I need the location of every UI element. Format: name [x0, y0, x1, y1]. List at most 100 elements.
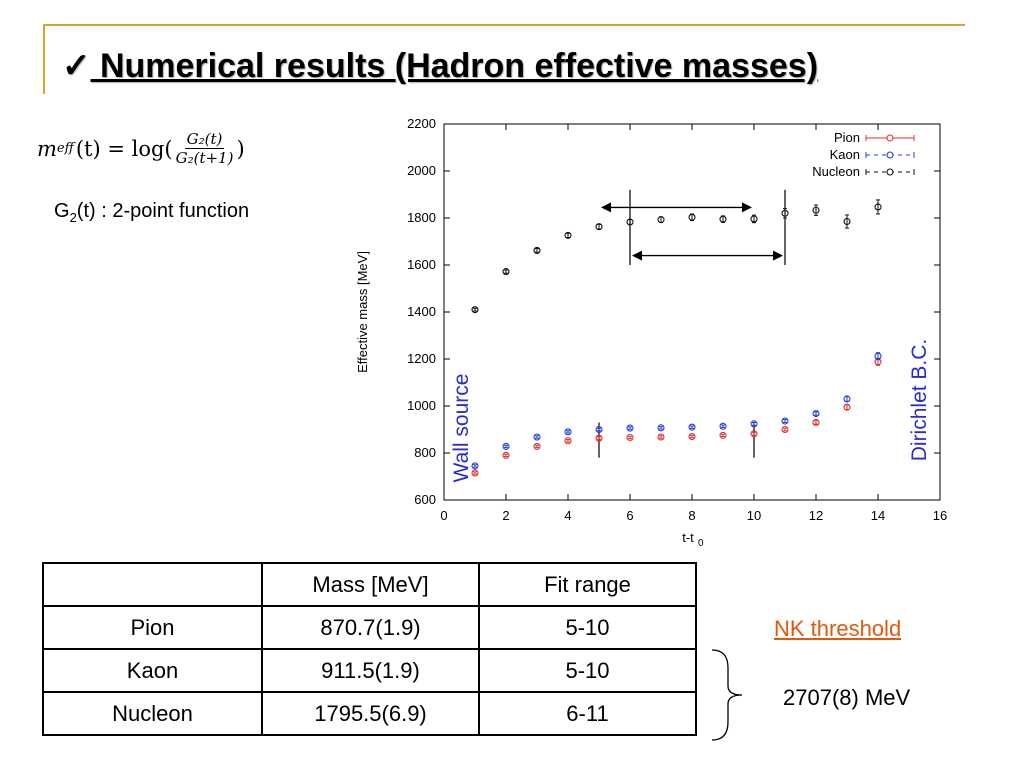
- data-point-kaon: [750, 420, 758, 428]
- y-tick-label: 1200: [407, 351, 436, 366]
- legend-marker: [886, 134, 894, 142]
- g2-prefix: G: [54, 200, 70, 222]
- data-point-nucleon: [688, 213, 696, 221]
- data-point-kaon: [626, 424, 634, 432]
- legend-marker: [886, 151, 894, 159]
- data-point-kaon: [812, 409, 820, 418]
- data-point-nucleon: [657, 216, 665, 224]
- data-point-pion: [564, 437, 572, 445]
- data-point-nucleon: [812, 206, 820, 214]
- data-point-nucleon: [719, 215, 727, 223]
- data-point-kaon: [843, 395, 851, 403]
- data-point-nucleon: [843, 217, 851, 226]
- data-point-kaon: [719, 422, 727, 430]
- g2-suffix: (t) : 2-point function: [76, 200, 250, 222]
- data-point-kaon: [657, 424, 665, 432]
- curly-brace-icon: [711, 649, 743, 741]
- data-point-kaon: [874, 352, 882, 360]
- fit-range-arrowhead: [742, 202, 752, 213]
- x-tick-label: 4: [564, 508, 571, 523]
- table-header-cell: [42, 562, 263, 607]
- formula-lhs-sub: eff: [56, 141, 74, 156]
- table-row: Kaon 911.5(1.9) 5-10: [42, 648, 697, 693]
- formula-fraction: G₂(t) G₂(t+1): [174, 130, 236, 167]
- fit-range-arrowhead: [601, 202, 611, 213]
- y-tick-label: 800: [414, 445, 436, 460]
- data-point-nucleon: [626, 218, 634, 226]
- table-cell: Nucleon: [42, 691, 263, 736]
- data-point-pion: [595, 434, 603, 442]
- x-tick-label: 12: [809, 508, 823, 523]
- x-axis-label: t-t: [682, 530, 694, 545]
- formula-denominator: G₂(t+1): [175, 149, 234, 167]
- slide-title: ✓ Numerical results (Hadron effective ma…: [62, 46, 818, 86]
- x-tick-label: 14: [871, 508, 885, 523]
- data-point-pion: [843, 403, 851, 411]
- formula-lhs: m: [37, 136, 57, 161]
- checkmark-icon: ✓: [62, 47, 91, 85]
- fit-range-arrowhead: [632, 250, 642, 261]
- data-point-pion: [626, 433, 634, 442]
- plot-frame: [443, 123, 941, 501]
- table-header-cell: Mass [MeV]: [261, 562, 480, 607]
- g2-note: G2(t) : 2-point function: [54, 200, 249, 225]
- table-header-cell: Fit range: [478, 562, 697, 607]
- table-cell: 1795.5(6.9): [261, 691, 480, 736]
- data-point-nucleon: [874, 203, 882, 211]
- table-cell: Pion: [42, 605, 263, 650]
- table-cell: 870.7(1.9): [261, 605, 480, 650]
- y-tick-label: 1400: [407, 304, 436, 319]
- data-point-pion: [812, 418, 820, 427]
- data-point-kaon: [595, 425, 603, 434]
- y-tick-label: 2000: [407, 163, 436, 178]
- y-tick-label: 1000: [407, 398, 436, 413]
- table-cell: 6-11: [478, 691, 697, 736]
- table-cell: 5-10: [478, 648, 697, 693]
- y-tick-label: 1600: [407, 257, 436, 272]
- x-tick-label: 6: [626, 508, 633, 523]
- annotation-dirichlet: Dirichlet B.C.: [908, 339, 931, 462]
- data-point-nucleon: [781, 209, 789, 217]
- effective-mass-formula: m eff (t) = log( G₂(t) G₂(t+1) ): [37, 130, 245, 167]
- data-point-kaon: [471, 462, 479, 470]
- nk-threshold-label: NK threshold: [774, 616, 902, 641]
- table-cell: 5-10: [478, 605, 697, 650]
- y-tick-label: 2200: [407, 116, 436, 131]
- data-point-kaon: [781, 417, 789, 425]
- slide-title-text: Numerical results (Hadron effective mass…: [90, 47, 819, 85]
- data-point-kaon: [688, 423, 696, 431]
- table-cell: 911.5(1.9): [261, 648, 480, 693]
- table-row: Nucleon 1795.5(6.9) 6-11: [42, 691, 697, 736]
- table-header-row: Mass [MeV] Fit range: [42, 562, 697, 607]
- legend-label: Nucleon: [812, 164, 860, 179]
- table-cell: Kaon: [42, 648, 263, 693]
- y-tick-label: 600: [414, 492, 436, 507]
- data-point-pion: [688, 432, 696, 441]
- title-frame-side: [43, 24, 45, 94]
- data-point-pion: [471, 469, 479, 477]
- data-point-nucleon: [564, 231, 572, 239]
- legend-marker: [886, 168, 894, 176]
- data-point-pion: [719, 431, 727, 439]
- table-row: Pion 870.7(1.9) 5-10: [42, 605, 697, 650]
- data-point-pion: [502, 451, 510, 459]
- legend-label: Kaon: [830, 147, 860, 162]
- data-point-pion: [750, 430, 758, 438]
- formula-close: ): [236, 136, 245, 161]
- nk-threshold-value: 2707(8) MeV: [783, 685, 911, 710]
- data-point-nucleon: [471, 306, 479, 314]
- y-tick-label: 1800: [407, 210, 436, 225]
- data-point-nucleon: [750, 215, 758, 223]
- results-table: Mass [MeV] Fit range Pion 870.7(1.9) 5-1…: [42, 562, 697, 736]
- g2-sub: 2: [69, 210, 77, 225]
- annotation-wall-source: Wall source: [450, 374, 473, 483]
- effective-mass-chart: 0 2 4 6 8 10 12 14 16 600 800 1000 1200 1400 1600 1800 2…: [355, 116, 947, 549]
- x-tick-label: 2: [502, 508, 509, 523]
- data-point-kaon: [533, 433, 541, 441]
- data-point-nucleon: [502, 268, 510, 276]
- y-axis-label: Effective mass [MeV]: [355, 251, 370, 373]
- x-tick-label: 0: [440, 508, 447, 523]
- data-point-nucleon: [533, 246, 541, 254]
- formula-arg: (t) = log(: [75, 136, 173, 161]
- data-point-nucleon: [595, 223, 603, 231]
